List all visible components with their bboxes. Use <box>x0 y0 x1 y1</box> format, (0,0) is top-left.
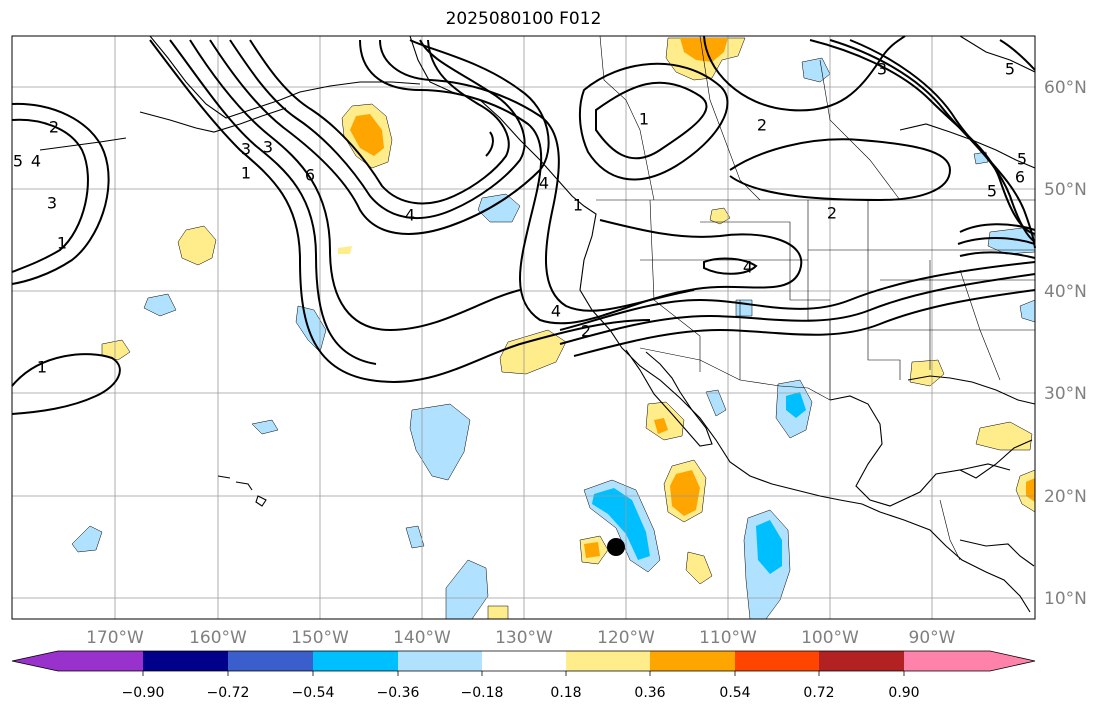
contour-label: 2 <box>581 322 591 341</box>
colorbar-tick-label: 0.18 <box>550 685 581 701</box>
colorbar-outline <box>11 650 1036 672</box>
map-panel <box>12 36 1035 619</box>
lon-tick-label: 170°W <box>86 628 144 648</box>
contour-label: 3 <box>263 138 273 157</box>
colorbar-tick-label: −0.18 <box>461 685 504 701</box>
colorbar-segment <box>228 651 313 671</box>
lat-tick-label: 40°N <box>1044 282 1087 302</box>
positive-anomaly-core <box>670 470 700 516</box>
storm-center-marker <box>607 538 625 556</box>
lat-tick-label: 50°N <box>1044 180 1087 200</box>
contour-label: 4 <box>405 206 415 225</box>
lat-tick-label: 10°N <box>1044 589 1087 609</box>
lon-tick-label: 120°W <box>597 628 655 648</box>
contour-label: 3 <box>47 194 57 213</box>
positive-anomaly-region <box>909 359 945 387</box>
contour-label: 5 <box>1005 60 1015 79</box>
contour-label: 5 <box>13 152 23 171</box>
positive-anomaly-core <box>350 114 384 156</box>
contour-label: 4 <box>743 258 753 277</box>
negative-anomaly-region <box>801 57 831 83</box>
contour-label: 1 <box>241 164 251 183</box>
contour-label: 1 <box>573 196 583 215</box>
colorbar-segment <box>819 651 904 671</box>
negative-anomaly-region <box>251 419 279 435</box>
negative-anomaly-core <box>592 488 650 560</box>
lon-tick-label: 130°W <box>495 628 553 648</box>
lat-tick-label: 20°N <box>1044 487 1087 507</box>
colorbar-segment <box>313 651 398 671</box>
lon-tick-label: 90°W <box>909 628 956 648</box>
colorbar-segment <box>482 651 566 671</box>
map-title: 2025080100 F012 <box>445 9 602 29</box>
colorbar: −0.90 −0.72 −0.54 −0.36 −0.18 0.18 0.36 … <box>11 650 1036 701</box>
contour-label: 6 <box>1015 168 1025 187</box>
colorbar-segment-extend-max <box>904 651 1035 671</box>
contour-label: 2 <box>827 204 837 223</box>
lat-tick-label: 60°N <box>1044 78 1087 98</box>
positive-anomaly-core <box>654 418 668 434</box>
positive-anomaly-core <box>680 38 728 62</box>
colorbar-tick-label: −0.90 <box>122 685 165 701</box>
positive-anomaly-region <box>709 207 731 225</box>
lon-tick-label: 150°W <box>291 628 349 648</box>
colorbar-tick-label: 0.54 <box>719 685 750 701</box>
contour-labels: 2 5 4 3 1 3 3 1 6 4 1 1 2 4 4 2 1 4 2 5 … <box>13 60 1027 377</box>
positive-anomaly-region <box>685 551 713 585</box>
positive-anomaly-region <box>101 339 131 361</box>
contour-label: 3 <box>877 60 887 79</box>
colorbar-segment <box>735 651 819 671</box>
contour-label: 6 <box>305 166 315 185</box>
colorbar-tick-label: −0.54 <box>292 685 335 701</box>
negative-anomaly-region <box>143 293 177 317</box>
coastlines <box>39 35 1036 613</box>
lon-tick-label: 110°W <box>699 628 757 648</box>
negative-anomaly-region <box>477 193 521 223</box>
colorbar-tick-label: 0.72 <box>803 685 834 701</box>
lat-tick-label: 30°N <box>1044 384 1087 404</box>
colorbar-segment <box>566 651 650 671</box>
colorbar-segment <box>398 651 482 671</box>
contour-label: 4 <box>31 152 41 171</box>
negative-anomaly-core <box>756 520 782 574</box>
colorbar-segment-extend-min <box>12 651 143 671</box>
positive-anomaly-region <box>975 421 1033 451</box>
colorbar-tick-label: −0.72 <box>207 685 250 701</box>
lon-tick-label: 160°W <box>189 628 247 648</box>
contour-label: 1 <box>57 234 67 253</box>
longitude-axis: 170°W 160°W 150°W 140°W 130°W 120°W 110°… <box>86 628 956 648</box>
map-frame <box>11 35 1036 620</box>
contour-label: 1 <box>639 110 649 129</box>
positive-anomaly-region <box>499 329 567 375</box>
contour-label: 3 <box>241 140 251 159</box>
contour-label: 5 <box>987 182 997 201</box>
colorbar-segment <box>143 651 228 671</box>
lon-tick-label: 140°W <box>393 628 451 648</box>
latitude-axis: 60°N 50°N 40°N 30°N 20°N 10°N <box>1044 78 1087 609</box>
colorbar-tick-label: 0.90 <box>888 685 919 701</box>
contour-label: 1 <box>37 358 47 377</box>
positive-anomaly-region <box>487 605 509 620</box>
negative-anomaly-region <box>705 389 727 417</box>
lon-tick-label: 100°W <box>801 628 859 648</box>
contour-label: 4 <box>551 302 561 321</box>
negative-anomaly-region <box>405 525 425 549</box>
contour-label: 4 <box>539 174 549 193</box>
negative-anomaly-region <box>409 403 471 481</box>
negative-anomaly-core <box>786 392 806 418</box>
colorbar-segment <box>650 651 735 671</box>
negative-anomaly-region <box>71 525 103 553</box>
contour-label: 5 <box>1017 150 1027 169</box>
contour-label: 2 <box>49 118 59 137</box>
contour-label: 2 <box>757 116 767 135</box>
positive-anomaly-core <box>584 542 600 558</box>
colorbar-tick-label: 0.36 <box>634 685 665 701</box>
colorbar-tick-label: −0.36 <box>377 685 420 701</box>
contour-lines <box>11 35 1036 415</box>
positive-anomaly-region <box>177 225 217 266</box>
shaded-anomalies <box>71 37 1036 620</box>
positive-anomaly-region <box>338 246 352 254</box>
